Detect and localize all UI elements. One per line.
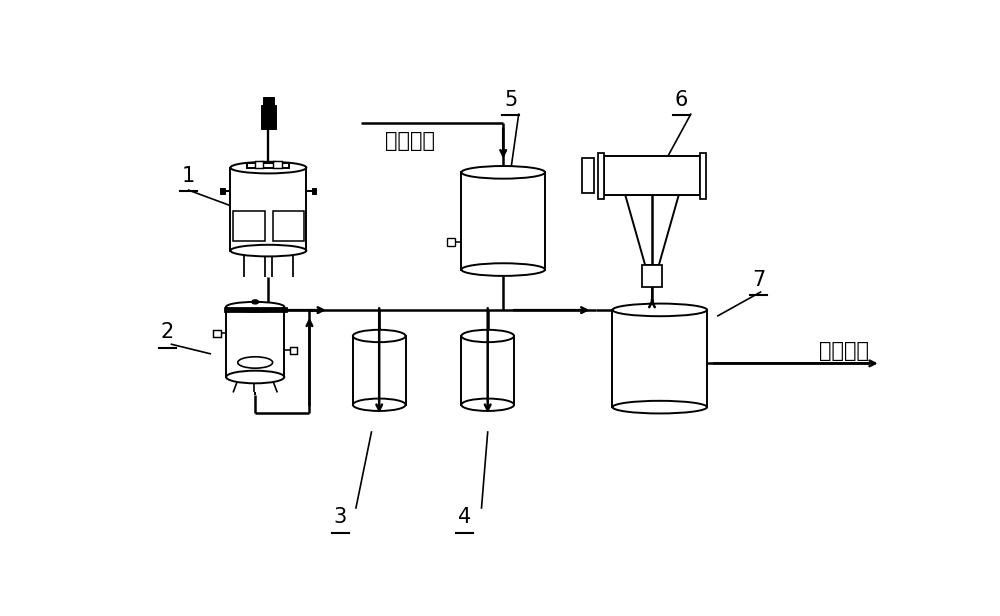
Ellipse shape	[226, 302, 284, 312]
Text: 7: 7	[752, 270, 766, 290]
Bar	[273, 161, 282, 168]
Text: 3: 3	[334, 508, 347, 527]
Ellipse shape	[461, 399, 514, 411]
Text: 2: 2	[161, 322, 174, 342]
Bar	[263, 97, 274, 105]
Text: 掺混原料: 掺混原料	[819, 341, 869, 362]
Bar	[233, 211, 265, 241]
Bar	[290, 347, 297, 354]
Ellipse shape	[230, 162, 306, 174]
Bar	[220, 187, 225, 194]
Ellipse shape	[353, 399, 406, 411]
Bar	[700, 153, 706, 199]
Bar	[261, 105, 276, 129]
Ellipse shape	[461, 263, 545, 276]
Bar	[255, 161, 263, 168]
Ellipse shape	[461, 330, 514, 342]
Ellipse shape	[461, 166, 545, 179]
Ellipse shape	[238, 357, 273, 368]
Text: 母液废料: 母液废料	[385, 131, 435, 152]
Bar	[353, 336, 406, 405]
Bar	[582, 158, 594, 193]
Ellipse shape	[252, 300, 259, 304]
Ellipse shape	[612, 401, 707, 413]
Bar	[461, 336, 514, 405]
Ellipse shape	[226, 371, 284, 383]
Bar	[612, 310, 707, 407]
Text: 5: 5	[504, 90, 518, 110]
Bar	[642, 265, 662, 286]
Bar	[226, 307, 284, 377]
Bar	[312, 187, 316, 194]
Text: 1: 1	[182, 166, 195, 186]
Bar	[604, 156, 700, 195]
Bar	[273, 211, 304, 241]
Bar	[598, 153, 604, 199]
Text: 4: 4	[458, 508, 471, 527]
Text: 6: 6	[675, 90, 688, 110]
Bar	[461, 172, 545, 270]
Bar	[247, 163, 289, 168]
Ellipse shape	[230, 245, 306, 256]
Bar	[224, 307, 287, 312]
Ellipse shape	[612, 304, 707, 316]
Ellipse shape	[353, 330, 406, 342]
Bar	[230, 168, 306, 251]
Bar	[213, 330, 221, 337]
Bar	[447, 238, 455, 246]
